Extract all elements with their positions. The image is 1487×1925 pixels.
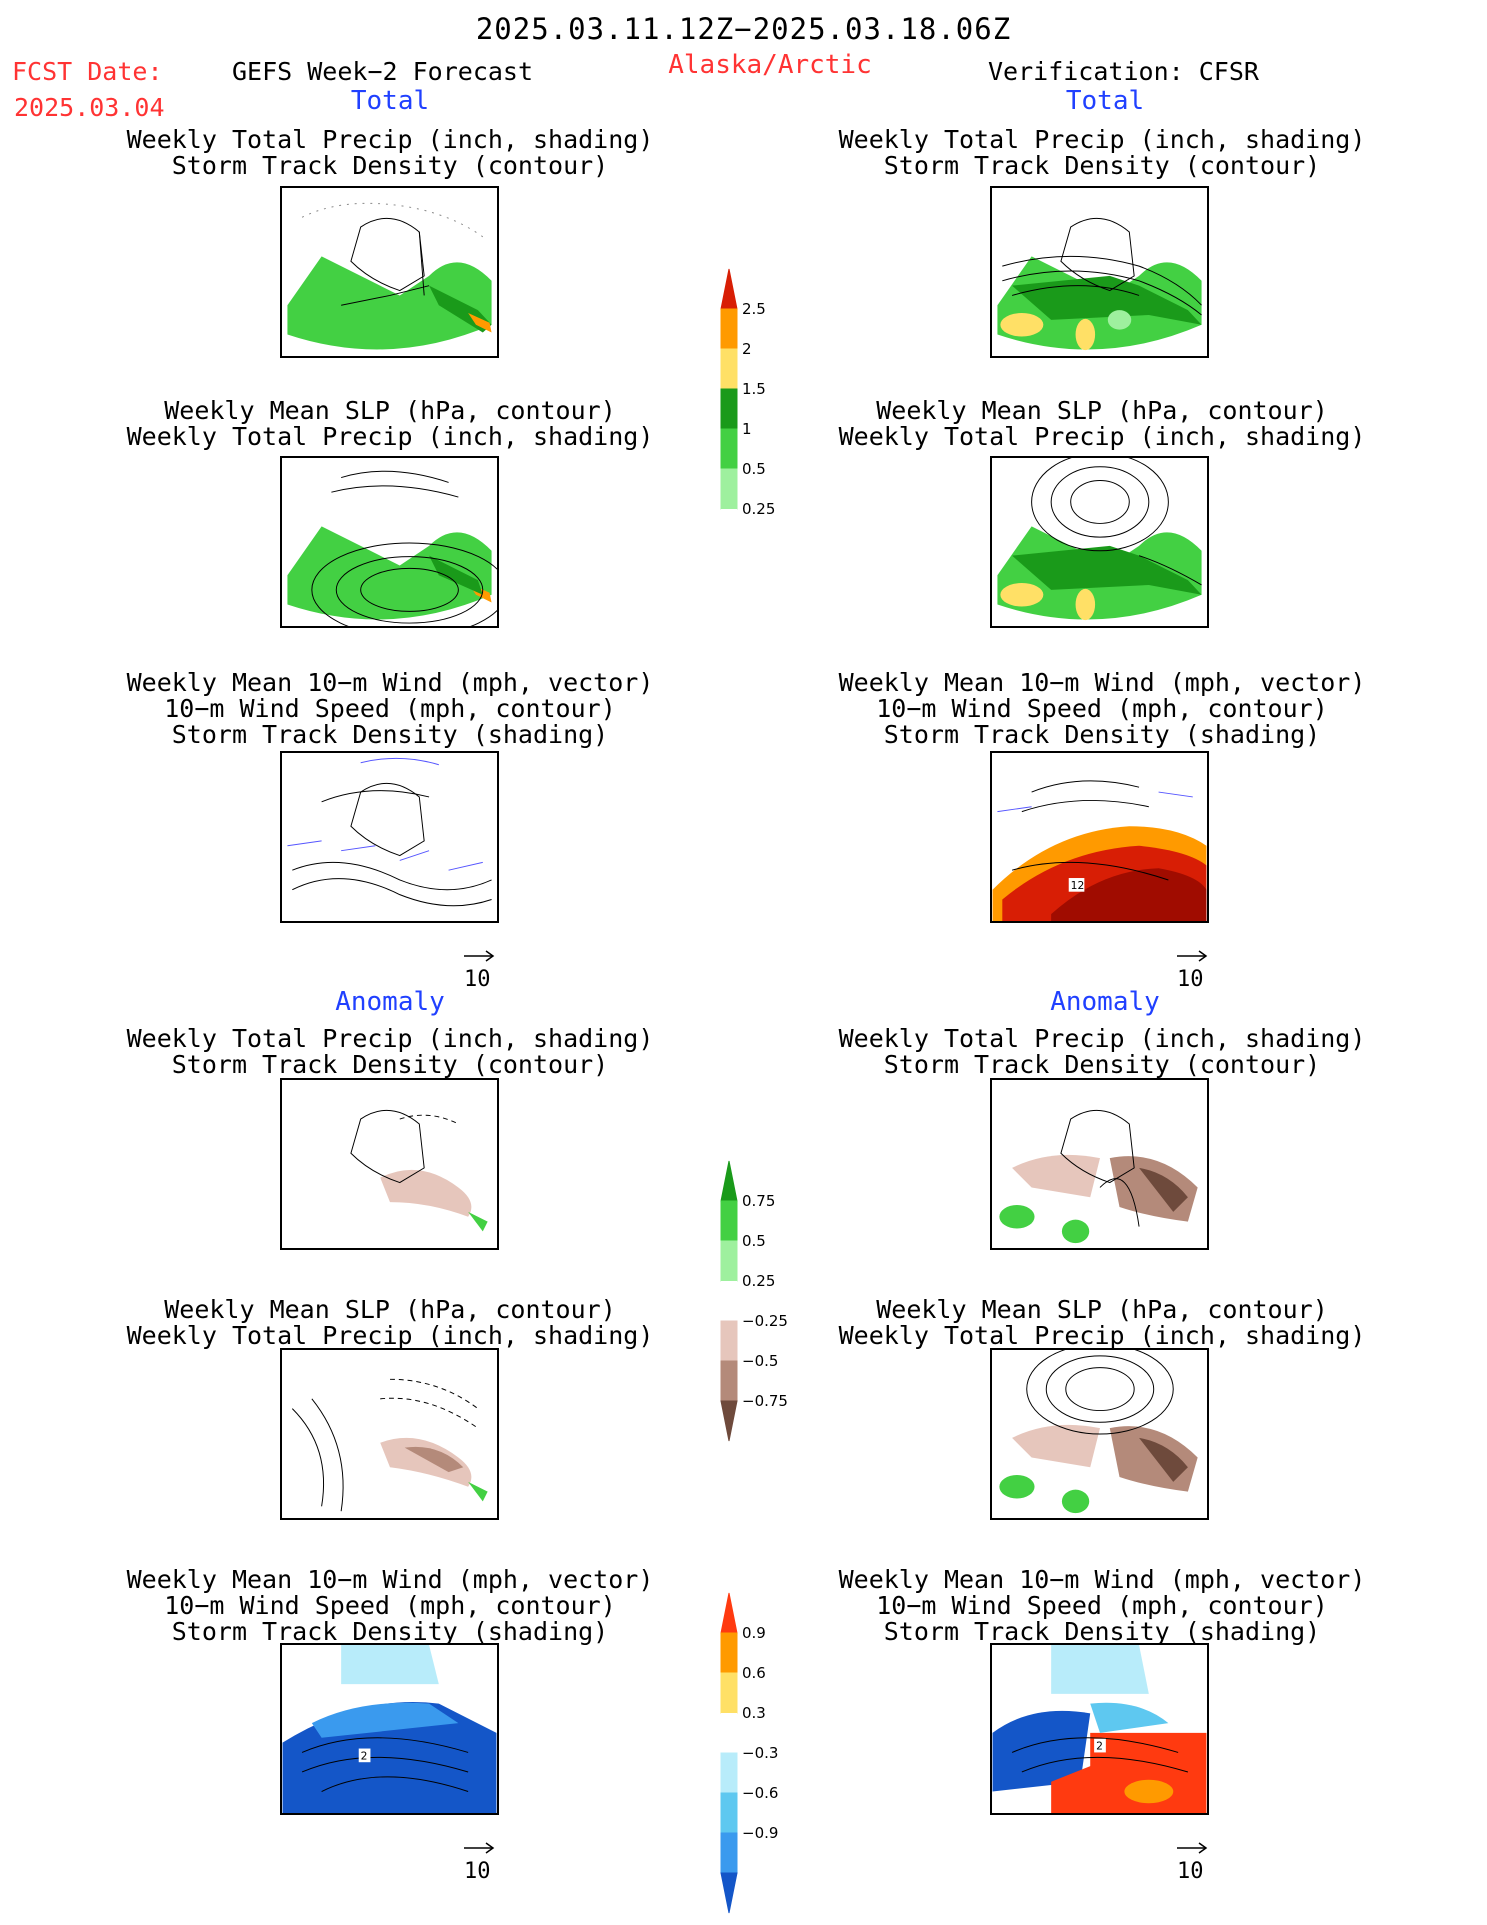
- title-wind-track-cfsr-total: Weekly Mean 10−m Wind (mph, vector) 10−m…: [838, 668, 1366, 749]
- colorbar-segment: [720, 308, 738, 350]
- colorbar-tick-label: 2.5: [742, 300, 766, 318]
- colorbar-tick-label: 0.25: [742, 500, 776, 518]
- colorbar-segment: [720, 1360, 738, 1402]
- colorbar-tick-label: −0.5: [742, 1352, 779, 1370]
- vector-ref-total-right: 10: [1175, 948, 1209, 992]
- section-total-left: Total: [350, 86, 430, 116]
- colorbar-tick-label: −0.9: [742, 1824, 779, 1842]
- fcst-date: 2025.03.04: [14, 93, 165, 122]
- colorbar-tick-label: −0.3: [742, 1744, 779, 1762]
- colorbar-segment: [720, 1320, 738, 1362]
- region-name: Alaska/Arctic: [668, 50, 872, 80]
- title-slp-precip-cfsr-total: Weekly Mean SLP (hPa, contour) Weekly To…: [838, 396, 1366, 451]
- map-precip-gefs-anom: [280, 1078, 499, 1250]
- map-slp-gefs-anom: [280, 1348, 499, 1520]
- colorbar-tick-label: 0.9: [742, 1624, 766, 1642]
- map-slp-gefs-total: [280, 456, 499, 628]
- map-precip-gefs-total: [280, 186, 499, 358]
- colorbar-segment: [720, 1752, 738, 1794]
- section-total-right: Total: [1065, 86, 1145, 116]
- colorbar-segment: [721, 1713, 737, 1753]
- map-wind-gefs-total: [280, 751, 499, 923]
- colorbar-tick-label: 1.5: [742, 380, 766, 398]
- colorbar-segment: [720, 1592, 738, 1634]
- verification-label: Verification: CFSR: [988, 57, 1259, 86]
- colorbar-segment: [721, 509, 737, 549]
- colorbar-tick-label: 0.3: [742, 1704, 766, 1722]
- section-anomaly-right: Anomaly: [1050, 987, 1160, 1017]
- date-range: 2025.03.11.12Z−2025.03.18.06Z: [475, 12, 1012, 46]
- vector-ref-total-left: 10: [462, 948, 496, 992]
- map-slp-cfsr-total: [990, 456, 1209, 628]
- title-precip-track-gefs-total: Weekly Total Precip (inch, shading) Stor…: [126, 125, 654, 180]
- colorbar-tick-label: 0.6: [742, 1664, 766, 1682]
- colorbar-segment: [720, 1400, 738, 1442]
- title-wind-track-gefs-total: Weekly Mean 10−m Wind (mph, vector) 10−m…: [126, 668, 654, 749]
- colorbar-tick-label: 1: [742, 420, 752, 438]
- section-anomaly-left: Anomaly: [335, 987, 445, 1017]
- colorbar-segment: [720, 1792, 738, 1834]
- vector-ref-label: 10: [1177, 1859, 1204, 1884]
- vector-ref-label: 10: [464, 1859, 491, 1884]
- colorbar-segment: [720, 388, 738, 430]
- title-slp-precip-cfsr-anom: Weekly Mean SLP (hPa, contour) Weekly To…: [838, 1295, 1366, 1350]
- map-wind-gefs-anom: 2: [280, 1643, 499, 1815]
- colorbar-tick-label: −0.6: [742, 1784, 779, 1802]
- colorbar-segment: [720, 1160, 738, 1202]
- map-slp-cfsr-anom: [990, 1348, 1209, 1520]
- vector-ref-label: 10: [1177, 967, 1204, 992]
- fcst-label: FCST Date:: [12, 57, 163, 86]
- colorbar-segment: [720, 348, 738, 390]
- title-precip-track-cfsr-total: Weekly Total Precip (inch, shading) Stor…: [838, 125, 1366, 180]
- title-slp-precip-gefs-total: Weekly Mean SLP (hPa, contour) Weekly To…: [126, 396, 654, 451]
- title-slp-precip-gefs-anom: Weekly Mean SLP (hPa, contour) Weekly To…: [126, 1295, 654, 1350]
- colorbar-tick-label: 0.5: [742, 1232, 766, 1250]
- colorbar-tick-label: 0.75: [742, 1192, 776, 1210]
- vector-ref-anom-left: 10: [462, 1840, 496, 1884]
- title-wind-track-gefs-anom: Weekly Mean 10−m Wind (mph, vector) 10−m…: [126, 1565, 654, 1646]
- map-wind-cfsr-anom: 2: [990, 1643, 1209, 1815]
- map-wind-cfsr-total: 12: [990, 751, 1209, 923]
- vector-ref-label: 10: [464, 967, 491, 992]
- map-label-2b: 2: [1096, 1740, 1103, 1753]
- map-label-12: 12: [1071, 879, 1085, 892]
- colorbar-tick-label: 2: [742, 340, 752, 358]
- colorbar-segment: [720, 1832, 738, 1874]
- colorbar-tick-label: −0.25: [742, 1312, 788, 1330]
- colorbar-segment: [720, 268, 738, 310]
- colorbar-segment: [720, 1632, 738, 1674]
- colorbar-tick-label: −0.75: [742, 1392, 788, 1410]
- title-precip-track-cfsr-anom: Weekly Total Precip (inch, shading) Stor…: [838, 1024, 1366, 1079]
- colorbar-segment: [720, 1672, 738, 1714]
- vector-ref-anom-right: 10: [1175, 1840, 1209, 1884]
- model-name: GEFS Week−2 Forecast: [232, 57, 534, 86]
- colorbar-segment: [720, 1240, 738, 1282]
- title-precip-track-gefs-anom: Weekly Total Precip (inch, shading) Stor…: [126, 1024, 654, 1079]
- colorbar-segment: [720, 1872, 738, 1914]
- colorbar-segment: [720, 468, 738, 510]
- colorbar-segment: [720, 428, 738, 470]
- colorbar-segment: [720, 1200, 738, 1242]
- map-precip-cfsr-total: [990, 186, 1209, 358]
- colorbar-tick-label: 0.25: [742, 1272, 776, 1290]
- title-wind-track-cfsr-anom: Weekly Mean 10−m Wind (mph, vector) 10−m…: [838, 1565, 1366, 1646]
- map-label-2: 2: [361, 1749, 368, 1762]
- map-precip-cfsr-anom: [990, 1078, 1209, 1250]
- colorbar-tick-label: 0.5: [742, 460, 766, 478]
- colorbar-segment: [721, 1281, 737, 1321]
